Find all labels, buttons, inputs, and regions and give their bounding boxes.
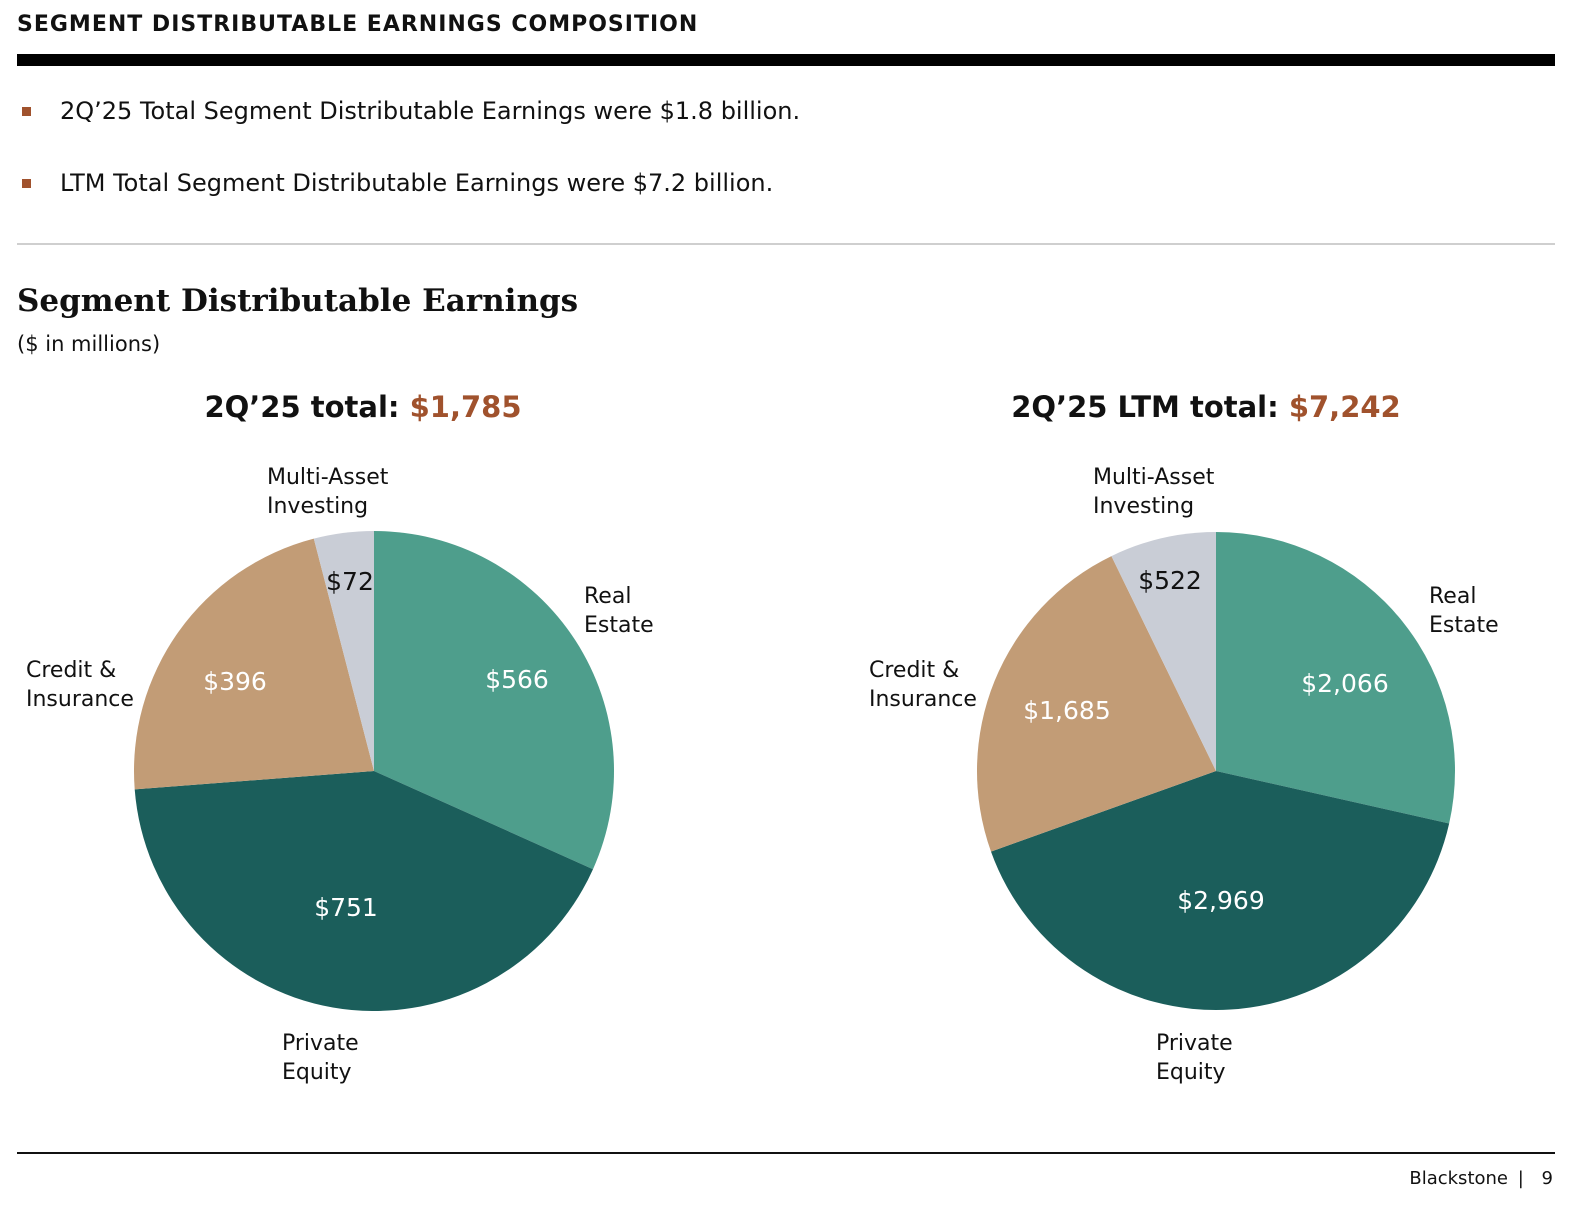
section-subtitle: ($ in millions) [17, 332, 161, 356]
pie-value-label: $566 [485, 665, 549, 694]
pie-category-label: Investing [1093, 494, 1194, 519]
pie-value-label: $2,969 [1177, 886, 1264, 915]
pie-category-label: Estate [584, 613, 654, 638]
pie-category-label: Private [1156, 1031, 1233, 1056]
chart-title-prefix: 2Q’25 total: [204, 390, 410, 424]
pie-category-label: Equity [282, 1060, 352, 1085]
pie-slice-real-estate [374, 531, 614, 870]
chart-title-left: 2Q’25 total: $1,785 [204, 390, 521, 424]
pie-value-label: $2,066 [1301, 669, 1388, 698]
pie-category-label: Multi-Asset [1093, 465, 1215, 490]
bullet-text: LTM Total Segment Distributable Earnings… [60, 169, 774, 197]
pie-category-label: Estate [1429, 613, 1499, 638]
pie-category-label: Investing [267, 494, 368, 519]
page-number: 9 [1541, 1168, 1553, 1189]
pie-slice-private-equity [991, 771, 1450, 1011]
chart-title-right: 2Q’25 LTM total: $7,242 [1011, 390, 1401, 424]
pie-slice-private-equity [134, 771, 593, 1012]
pie-category-label: Real [584, 584, 631, 609]
chart-title-prefix: 2Q’25 LTM total: [1011, 390, 1289, 424]
pie-slice-multi-asset-investing [313, 531, 374, 771]
pie-category-label: Private [282, 1031, 359, 1056]
footer: Blackstone | 9 [1409, 1168, 1553, 1189]
pie-slice-multi-asset-investing [1111, 532, 1216, 771]
header-bar [17, 54, 1555, 66]
section-title: Segment Distributable Earnings [17, 283, 579, 319]
pie-category-label: Insurance [869, 687, 977, 712]
pie-category-label: Equity [1156, 1060, 1226, 1085]
pie-slice-credit-insurance [976, 556, 1216, 852]
pie-slice-credit-insurance [133, 538, 374, 790]
chart-title-total: $1,785 [409, 390, 522, 424]
bullet-text: 2Q’25 Total Segment Distributable Earnin… [60, 97, 801, 125]
pie-category-label: Multi-Asset [267, 465, 389, 490]
footer-line [17, 1152, 1555, 1154]
pie-category-label: Credit & [26, 658, 116, 683]
pie-value-label: $396 [203, 667, 267, 696]
pie-category-label: Insurance [26, 687, 134, 712]
chart-title-total: $7,242 [1288, 390, 1401, 424]
pie-slice-real-estate [1216, 532, 1455, 824]
page-header-title: SEGMENT DISTRIBUTABLE EARNINGS COMPOSITI… [17, 12, 699, 37]
pie-value-label: $72 [326, 567, 374, 596]
pie-value-label: $751 [314, 893, 378, 922]
pie-category-label: Credit & [869, 658, 959, 683]
divider [17, 243, 1555, 245]
pie-category-label: Real [1429, 584, 1476, 609]
footer-brand: Blackstone [1409, 1168, 1508, 1189]
bullet-square-icon [22, 107, 31, 116]
pie-value-label: $1,685 [1023, 696, 1110, 725]
pie-value-label: $522 [1138, 566, 1202, 595]
footer-separator: | [1517, 1168, 1524, 1189]
bullet-square-icon [22, 179, 31, 188]
